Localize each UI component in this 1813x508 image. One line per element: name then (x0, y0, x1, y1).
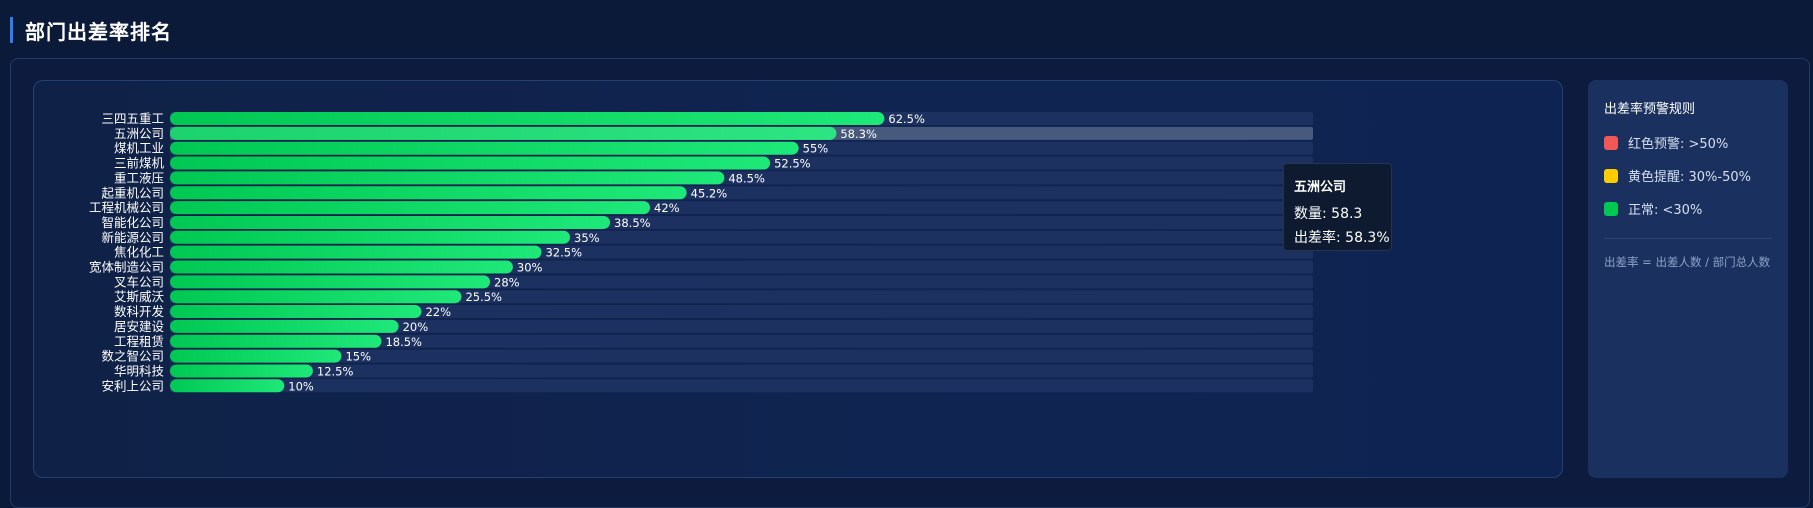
value-label-16: 15% (345, 350, 371, 364)
tooltip-rate-value: 58.3% (1345, 230, 1390, 246)
bar-12[interactable] (170, 290, 462, 304)
value-label-2: 55% (803, 142, 829, 156)
bar-highlight-overlay (170, 126, 837, 140)
bar-track-16 (170, 349, 1313, 363)
category-label-13: 数科开发 (114, 304, 165, 319)
value-label-14: 20% (403, 320, 429, 334)
bar-track-14 (170, 319, 1313, 333)
bar-4[interactable] (170, 171, 725, 185)
category-label-6: 工程机械公司 (89, 200, 164, 215)
category-label-4: 重工液压 (114, 170, 164, 185)
value-label-10: 30% (517, 261, 543, 275)
tooltip-title: 五洲公司 (1294, 180, 1347, 195)
category-label-8: 新能源公司 (101, 230, 164, 245)
category-label-17: 华明科技 (114, 363, 165, 378)
bar-track-17 (170, 364, 1313, 378)
warning-rules-panel: 出差率预警规则 红色预警: >50% 黄色提醒: 30%-50% 正常: <30… (1588, 80, 1788, 478)
chart-card: 三四五重工 62.5% 五洲公司 58.3% 煤机工业 55% 三前煤机 52.5% 重工液压 4… (33, 80, 1563, 478)
page-header: 部门出差率排名 (10, 17, 172, 44)
value-label-4: 48.5% (728, 171, 765, 185)
value-label-13: 22% (425, 305, 451, 319)
tooltip-count-row: 数量: 58.3 (1294, 203, 1381, 223)
value-label-9: 32.5% (545, 246, 582, 260)
tooltip-rate-row: 出差率: 58.3% (1294, 227, 1390, 247)
bar-track-13 (170, 305, 1313, 319)
chart-tooltip: 五洲公司 数量: 58.3 出差率: 58.3% (1283, 163, 1392, 251)
category-label-3: 三前煤机 (114, 156, 165, 171)
legend-label-yellow: 黄色提醒: 30%-50% (1628, 170, 1751, 185)
bar-5[interactable] (170, 186, 687, 200)
category-label-15: 工程租赁 (114, 334, 164, 349)
value-label-11: 28% (494, 275, 520, 289)
bar-0[interactable] (170, 112, 885, 125)
tooltip-count-value: 58.3 (1331, 206, 1363, 222)
value-label-17: 12.5% (317, 364, 354, 378)
value-label-8: 35% (574, 231, 600, 245)
legend-note: 出差率 = 出差人数 / 部门总人数 (1604, 255, 1771, 269)
bar-15[interactable] (170, 334, 382, 348)
bar-chart[interactable]: 三四五重工 62.5% 五洲公司 58.3% 煤机工业 55% 三前煤机 52.5% 重工液压 4… (34, 81, 1564, 479)
value-label-5: 45.2% (691, 186, 728, 200)
legend-item-red: 红色预警: >50% (1604, 133, 1772, 152)
value-label-12: 25.5% (465, 290, 502, 304)
bar-10[interactable] (170, 260, 513, 274)
legend-label-red: 红色预警: >50% (1628, 137, 1729, 152)
tooltip-rate-label: 出差率: (1294, 230, 1341, 246)
category-label-16: 数之智公司 (101, 349, 164, 364)
green-swatch (1604, 201, 1618, 216)
bar-6[interactable] (170, 201, 651, 215)
category-label-11: 叉车公司 (114, 274, 164, 289)
category-label-12: 艾斯威沃 (114, 289, 165, 304)
legend-item-yellow: 黄色提醒: 30%-50% (1604, 166, 1772, 185)
bar-16[interactable] (170, 349, 342, 363)
category-label-18: 安利上公司 (101, 378, 164, 393)
value-label-18: 10% (288, 379, 314, 393)
value-label-1: 58.3% (840, 127, 877, 141)
category-label-1: 五洲公司 (114, 126, 164, 141)
page-title: 部门出差率排名 (25, 19, 172, 44)
category-label-5: 起重机公司 (101, 185, 164, 200)
bar-9[interactable] (170, 245, 542, 259)
red-swatch (1604, 135, 1618, 150)
category-label-14: 居安建设 (114, 319, 165, 334)
value-label-15: 18.5% (385, 335, 422, 349)
legend-divider (1604, 238, 1772, 239)
category-label-0: 三四五重工 (101, 111, 164, 126)
bar-8[interactable] (170, 230, 571, 244)
bar-18[interactable] (170, 379, 285, 393)
category-label-10: 宽体制造公司 (89, 260, 164, 275)
category-label-2: 煤机工业 (114, 141, 164, 156)
category-label-7: 智能化公司 (101, 215, 164, 230)
bar-17[interactable] (170, 364, 313, 378)
legend-label-green: 正常: <30% (1628, 203, 1703, 218)
bar-14[interactable] (170, 319, 399, 333)
yellow-swatch (1604, 168, 1618, 183)
category-label-9: 焦化化工 (114, 245, 164, 260)
tooltip-count-label: 数量: (1294, 206, 1327, 222)
value-label-7: 38.5% (614, 216, 651, 230)
bar-13[interactable] (170, 305, 422, 319)
legend-title: 出差率预警规则 (1604, 102, 1696, 117)
bar-7[interactable] (170, 215, 611, 229)
bar-11[interactable] (170, 275, 491, 289)
value-label-3: 52.5% (774, 157, 811, 171)
bar-2[interactable] (170, 141, 799, 155)
value-label-0: 62.5% (888, 112, 925, 126)
bar-3[interactable] (170, 156, 771, 170)
bar-track-15 (170, 334, 1313, 348)
title-accent-bar (10, 17, 13, 43)
value-label-6: 42% (654, 201, 680, 215)
bar-track-18 (170, 379, 1313, 393)
legend-item-green: 正常: <30% (1604, 199, 1772, 218)
